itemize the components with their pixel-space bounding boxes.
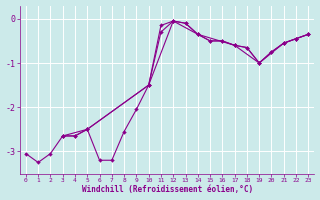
X-axis label: Windchill (Refroidissement éolien,°C): Windchill (Refroidissement éolien,°C) [82, 185, 253, 194]
